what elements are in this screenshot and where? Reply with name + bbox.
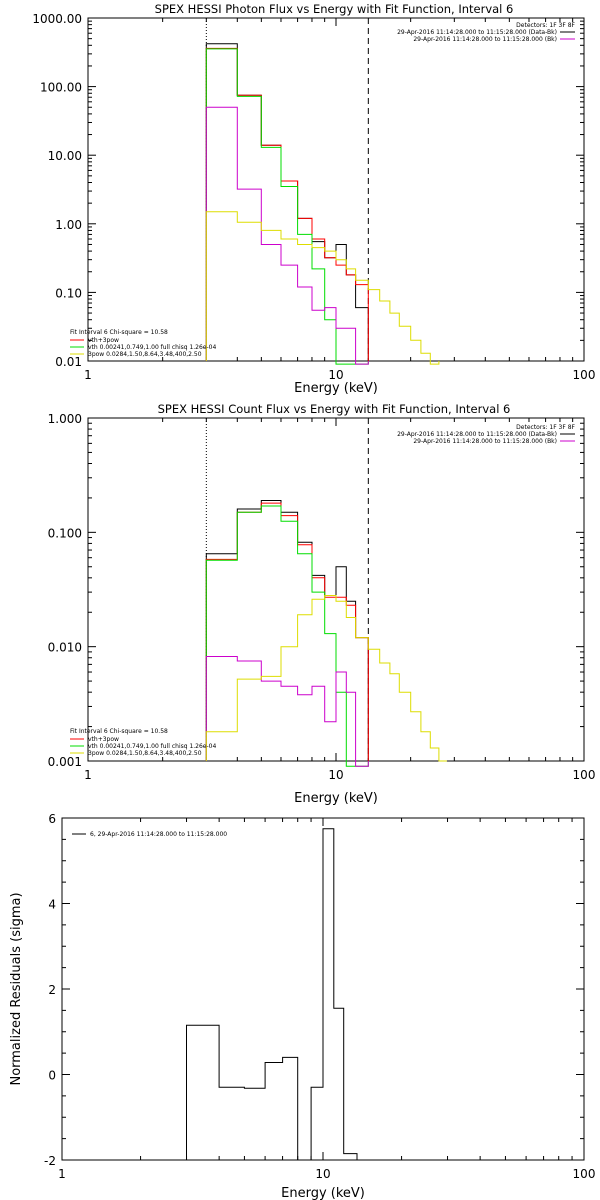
y-tick-label: -2 (44, 1154, 56, 1168)
x-axis: 1 10 100 (84, 18, 595, 382)
x-tick-label: 100 (573, 1167, 596, 1181)
x-tick-label: 1 (84, 368, 92, 382)
reference-lines (205, 418, 369, 761)
series-group (205, 43, 440, 365)
detectors-label: Detectors: 1F 3F 8F (516, 22, 575, 29)
series-3pow (205, 595, 447, 762)
x-tick-label: 1 (58, 1167, 66, 1181)
series-data-bk (205, 500, 369, 761)
chart-title: SPEX HESSI Photon Flux vs Energy with Fi… (155, 2, 514, 16)
legend-bottom-left: Fit Interval 6 Chi-square = 10.58 vth+3p… (70, 728, 216, 757)
y-tick-label: 0.010 (48, 641, 82, 655)
y-tick-label: 100.00 (40, 81, 82, 95)
y-axis-label: Normalized Residuals (sigma) (9, 892, 24, 1085)
x-axis-label: Energy (keV) (281, 1186, 365, 1200)
legend-entry: 29-Apr-2016 11:14:28.000 to 11:15:28.000… (397, 29, 557, 36)
x-axis-label: Energy (keV) (294, 791, 378, 806)
series-vth-3pow (205, 502, 369, 761)
y-tick-label: 6 (48, 812, 56, 826)
y-axis: 0.001 0.010 0.100 1.000 (48, 412, 584, 769)
y-tick-label: 0 (48, 1069, 56, 1083)
y-tick-label: 1.00 (55, 218, 82, 232)
legend-entry: 29-Apr-2016 11:14:28.000 to 11:15:28.000… (397, 431, 557, 438)
y-tick-label: 1.000 (48, 412, 82, 426)
x-axis-label: Energy (keV) (294, 381, 378, 396)
x-tick-label: 100 (573, 368, 596, 382)
fit-info-label: Fit Interval 6 Chi-square = 10.58 (70, 329, 168, 336)
fit-info-label: Fit Interval 6 Chi-square = 10.58 (70, 728, 168, 735)
series-vth (205, 48, 369, 365)
series-vth (205, 505, 369, 767)
legend-entry: 29-Apr-2016 11:14:28.000 to 11:15:28.000… (413, 36, 557, 43)
x-axis: 1 10 100 (84, 418, 595, 782)
y-tick-label: 2 (48, 983, 56, 997)
series-data-bk (205, 43, 369, 361)
y-tick-label: 4 (48, 898, 56, 912)
series-group (186, 828, 358, 1161)
residuals-chart: 1 10 100 -2 0 2 4 6 Energy (keV) Normalized Re… (9, 812, 595, 1200)
x-tick-label: 10 (315, 1167, 330, 1181)
legend-entry: vth+3pow (88, 337, 119, 344)
legend-entry: vth+3pow (88, 736, 119, 743)
series-6-29-apr-2016-11-14-28-0 (186, 828, 358, 1161)
series-bk (205, 656, 369, 767)
y-tick-label: 0.01 (55, 355, 82, 369)
photon-flux-chart: SPEX HESSI Photon Flux vs Energy with Fi… (32, 2, 595, 396)
series-3pow (205, 211, 440, 365)
series-vth-3pow (205, 47, 369, 361)
legend-top-left: 6, 29-Apr-2016 11:14:28.000 to 11:15:28.… (72, 831, 227, 838)
x-tick-label: 10 (328, 368, 343, 382)
count-flux-chart: SPEX HESSI Count Flux vs Energy with Fit… (48, 402, 596, 806)
x-axis: 1 10 100 (58, 818, 595, 1181)
legend-entry: vth 0.00241,0.749,1.00 full chisq 1.26e-… (88, 743, 216, 750)
x-tick-label: 100 (573, 768, 596, 782)
legend-entry: 3pow 0.0284,1.50,8.64,3.48,400,2.50 (88, 351, 202, 358)
chart-title: SPEX HESSI Count Flux vs Energy with Fit… (158, 402, 511, 416)
legend-entry: 3pow 0.0284,1.50,8.64,3.48,400,2.50 (88, 750, 202, 757)
x-tick-label: 1 (84, 768, 92, 782)
legend-entry: 29-Apr-2016 11:14:28.000 to 11:15:28.000… (413, 438, 557, 445)
x-tick-label: 10 (328, 768, 343, 782)
legend-entry: 6, 29-Apr-2016 11:14:28.000 to 11:15:28.… (90, 831, 227, 838)
y-axis: 0.01 0.10 1.00 10.00 100.00 1000.00 (32, 12, 584, 369)
legend-bottom-left: Fit Interval 6 Chi-square = 10.58 vth+3p… (70, 329, 216, 358)
legend-top-right: Detectors: 1F 3F 8F 29-Apr-2016 11:14:28… (397, 22, 575, 43)
detectors-label: Detectors: 1F 3F 8F (516, 424, 575, 431)
y-tick-label: 10.00 (48, 149, 82, 163)
y-tick-label: 0.10 (55, 286, 82, 300)
y-tick-label: 1000.00 (32, 12, 82, 26)
legend-top-right: Detectors: 1F 3F 8F 29-Apr-2016 11:14:28… (397, 424, 575, 445)
legend-entry: vth 0.00241,0.749,1.00 full chisq 1.26e-… (88, 344, 216, 351)
y-tick-label: 0.001 (48, 755, 82, 769)
series-bk (205, 106, 369, 365)
series-group (205, 500, 447, 767)
y-tick-label: 0.100 (48, 526, 82, 540)
y-axis: -2 0 2 4 6 (44, 812, 584, 1168)
reference-lines (205, 18, 369, 361)
